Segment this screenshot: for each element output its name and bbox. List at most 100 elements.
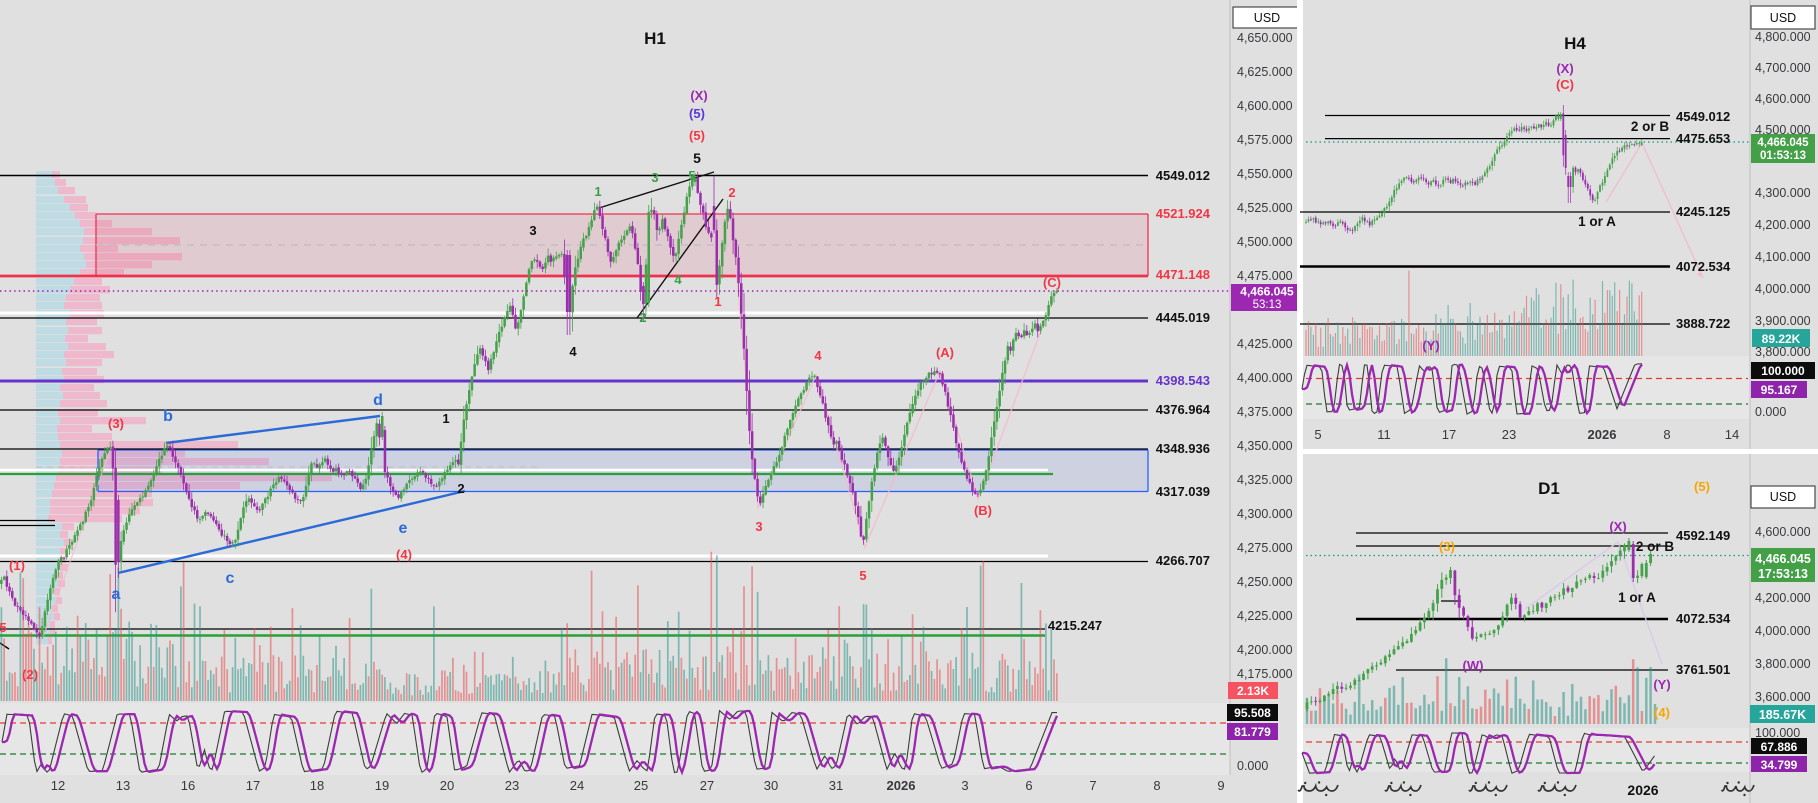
svg-text:30: 30 [764, 778, 778, 793]
svg-text:(5): (5) [1694, 479, 1710, 494]
svg-text:4471.148: 4471.148 [1156, 267, 1210, 282]
svg-text:3,900.000: 3,900.000 [1755, 314, 1811, 328]
svg-text:(X): (X) [1609, 519, 1626, 534]
svg-text:3: 3 [755, 519, 762, 534]
svg-text:e: e [399, 520, 408, 537]
svg-text:19: 19 [375, 778, 389, 793]
svg-text:(5): (5) [689, 128, 705, 143]
svg-text:2: 2 [639, 310, 646, 325]
svg-text:4475.653: 4475.653 [1676, 131, 1730, 146]
svg-text:4,100.000: 4,100.000 [1755, 250, 1811, 264]
svg-text:20: 20 [440, 778, 454, 793]
svg-text:4072.534: 4072.534 [1676, 259, 1731, 274]
svg-text:4348.936: 4348.936 [1156, 441, 1210, 456]
svg-text:4,250.000: 4,250.000 [1237, 575, 1293, 589]
svg-text:12: 12 [51, 778, 65, 793]
svg-text:4,425.000: 4,425.000 [1237, 337, 1293, 351]
svg-text:(3): (3) [108, 416, 124, 431]
svg-text:4,575.000: 4,575.000 [1237, 133, 1293, 147]
svg-text:3,800.000: 3,800.000 [1755, 657, 1811, 671]
svg-text:(3): (3) [1439, 539, 1455, 554]
svg-text:27: 27 [700, 778, 714, 793]
svg-text:4,200.000: 4,200.000 [1237, 643, 1293, 657]
svg-text:2.13K: 2.13K [1237, 684, 1269, 698]
svg-text:23: 23 [1502, 427, 1516, 442]
svg-text:3,800.000: 3,800.000 [1755, 345, 1811, 359]
svg-text:1: 1 [594, 184, 601, 199]
svg-text:4,600.000: 4,600.000 [1755, 92, 1811, 106]
svg-text:(Y): (Y) [1653, 677, 1670, 692]
svg-text:1 or A: 1 or A [1578, 214, 1616, 229]
svg-text:95.508: 95.508 [1234, 706, 1271, 720]
svg-text:2026: 2026 [1588, 427, 1617, 442]
svg-text:(A): (A) [936, 345, 954, 360]
svg-text:4: 4 [674, 272, 682, 287]
svg-text:4,300.000: 4,300.000 [1237, 507, 1293, 521]
svg-text:14: 14 [1725, 427, 1739, 442]
svg-text:6: 6 [1025, 778, 1032, 793]
svg-text:13: 13 [116, 778, 130, 793]
svg-text:34.799: 34.799 [1761, 758, 1798, 772]
svg-text:4266.707: 4266.707 [1156, 553, 1210, 568]
svg-text:4,625.000: 4,625.000 [1237, 65, 1293, 79]
svg-text:7: 7 [1089, 778, 1096, 793]
svg-text:4,200.000: 4,200.000 [1755, 591, 1811, 605]
svg-text:3761.501: 3761.501 [1676, 662, 1730, 677]
svg-text:4,225.000: 4,225.000 [1237, 609, 1293, 623]
svg-text:H4: H4 [1564, 34, 1586, 53]
svg-text:4,300.000: 4,300.000 [1755, 186, 1811, 200]
svg-text:4,325.000: 4,325.000 [1237, 473, 1293, 487]
svg-text:4,000.000: 4,000.000 [1755, 624, 1811, 638]
svg-text:(4): (4) [1654, 705, 1670, 720]
svg-text:5: 5 [1314, 427, 1321, 442]
svg-text:01:53:13: 01:53:13 [1760, 150, 1806, 162]
svg-text:4398.543: 4398.543 [1156, 373, 1210, 388]
svg-text:4,466.045: 4,466.045 [1240, 285, 1294, 299]
svg-text:4245.125: 4245.125 [1676, 204, 1730, 219]
svg-text:53:13: 53:13 [1253, 299, 1282, 311]
svg-text:3: 3 [961, 778, 968, 793]
svg-text:17:53:13: 17:53:13 [1758, 567, 1808, 581]
svg-text:(Y): (Y) [1422, 338, 1439, 353]
svg-text:(2): (2) [22, 667, 38, 682]
svg-text:4317.039: 4317.039 [1156, 484, 1210, 499]
svg-text:4,466.045: 4,466.045 [1755, 552, 1811, 566]
svg-text:4,500.000: 4,500.000 [1755, 123, 1811, 137]
svg-text:4215.247: 4215.247 [1048, 618, 1102, 633]
svg-text:1: 1 [714, 294, 721, 309]
svg-text:d: d [373, 392, 383, 409]
svg-text:24: 24 [570, 778, 584, 793]
svg-text:81.779: 81.779 [1234, 725, 1271, 739]
svg-text:4,275.000: 4,275.000 [1237, 541, 1293, 555]
svg-text:23: 23 [505, 778, 519, 793]
svg-text:0.000: 0.000 [1237, 759, 1268, 773]
svg-text:4,350.000: 4,350.000 [1237, 439, 1293, 453]
svg-text:4,800.000: 4,800.000 [1755, 30, 1811, 44]
svg-text:(X): (X) [1556, 61, 1573, 76]
svg-text:4: 4 [569, 344, 577, 359]
svg-text:3888.722: 3888.722 [1676, 316, 1730, 331]
svg-text:(5): (5) [689, 106, 705, 121]
svg-text:(B): (B) [974, 503, 992, 518]
svg-text:3,600.000: 3,600.000 [1755, 690, 1811, 704]
svg-text:USD: USD [1254, 11, 1280, 25]
svg-text:4592.149: 4592.149 [1676, 528, 1730, 543]
svg-text:100.000: 100.000 [1761, 364, 1805, 378]
svg-text:4521.924: 4521.924 [1156, 206, 1211, 221]
svg-text:(C): (C) [1556, 77, 1574, 92]
svg-text:100.000: 100.000 [1755, 726, 1800, 740]
svg-text:4,600.000: 4,600.000 [1237, 99, 1293, 113]
svg-text:4,475.000: 4,475.000 [1237, 269, 1293, 283]
svg-text:D1: D1 [1538, 479, 1560, 498]
svg-text:67.886: 67.886 [1761, 740, 1798, 754]
svg-text:31: 31 [829, 778, 843, 793]
svg-text:4,650.000: 4,650.000 [1237, 31, 1293, 45]
svg-text:4376.964: 4376.964 [1156, 402, 1211, 417]
svg-text:2026: 2026 [1627, 782, 1658, 798]
svg-text:17: 17 [246, 778, 260, 793]
svg-text:4,700.000: 4,700.000 [1755, 61, 1811, 75]
svg-text:8: 8 [1663, 427, 1670, 442]
svg-text:185.67K: 185.67K [1759, 708, 1806, 722]
svg-text:25: 25 [634, 778, 648, 793]
svg-text:1 or A: 1 or A [1618, 590, 1656, 605]
